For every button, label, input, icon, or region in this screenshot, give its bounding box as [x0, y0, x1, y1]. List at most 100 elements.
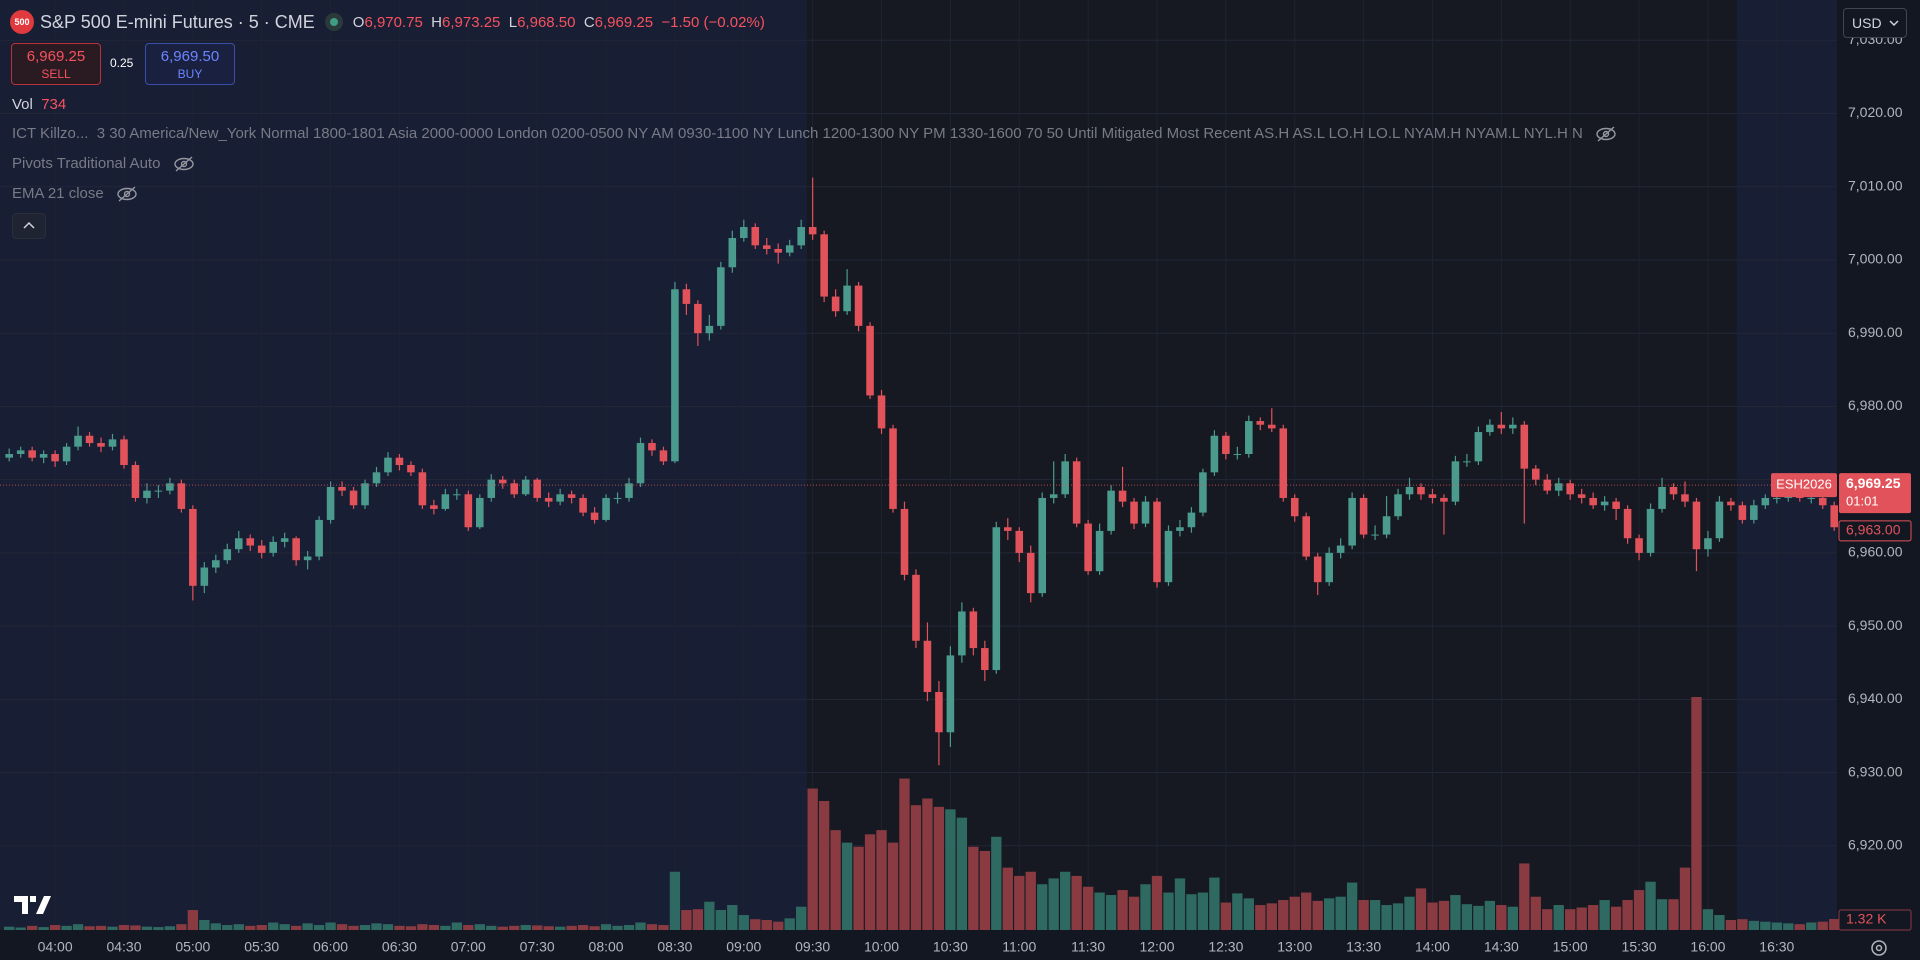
candle-body	[1405, 486, 1414, 495]
volume-bar	[141, 926, 153, 930]
candle-body	[1428, 494, 1437, 498]
symbol-title[interactable]: S&P 500 E-mini Futures · 5 · CME	[40, 11, 315, 32]
candle-body	[1417, 486, 1425, 495]
candle-body	[246, 538, 255, 546]
hidden-icon[interactable]	[173, 156, 195, 172]
sell-button[interactable]: 6,969.25 SELL	[11, 43, 101, 85]
candle-body	[1245, 421, 1253, 455]
time-axis-background	[0, 930, 1837, 960]
candle-body	[464, 494, 473, 528]
volume-bar	[830, 830, 841, 930]
volume-bar	[1496, 905, 1507, 930]
volume-bar	[1599, 900, 1610, 930]
volume-bar	[382, 924, 394, 930]
candle-body	[177, 483, 186, 509]
pivots-indicator[interactable]: Pivots Traditional Auto	[12, 155, 195, 172]
candle-body	[521, 479, 530, 495]
volume-bar	[1725, 920, 1737, 930]
open-value: 6,970.75	[364, 13, 423, 31]
candle-body	[1290, 497, 1299, 517]
volume-bar	[95, 925, 107, 930]
collapse-button[interactable]	[12, 213, 46, 239]
volume-bar	[910, 805, 922, 930]
volume-legend-value: 734	[41, 96, 67, 113]
candle-body	[1348, 497, 1356, 546]
candle-body	[372, 472, 381, 484]
candle-body	[131, 465, 140, 498]
candle-body	[1302, 516, 1311, 557]
market-status[interactable]	[324, 13, 343, 31]
candle-body	[785, 245, 794, 253]
volume-bar	[1507, 906, 1518, 930]
candle-body	[774, 248, 783, 253]
candle-body	[315, 519, 323, 557]
candle-body	[476, 497, 484, 528]
level-tag	[1838, 520, 1912, 542]
candle-body	[877, 395, 886, 429]
volume-bar	[497, 926, 508, 930]
volume-bar	[1151, 875, 1163, 930]
close-label: C	[583, 13, 595, 31]
candle-body	[62, 446, 71, 462]
volume-bar	[727, 905, 738, 930]
hidden-icon[interactable]	[116, 186, 138, 202]
candle-body	[659, 450, 668, 462]
candle-body	[1692, 501, 1701, 550]
candle-body	[1520, 424, 1529, 469]
candle-body	[854, 285, 863, 326]
ema-indicator[interactable]: EMA 21 close	[12, 185, 138, 202]
candle-body	[1394, 494, 1402, 517]
candle-body	[1359, 497, 1368, 535]
candle-body	[728, 237, 737, 268]
candle-body	[269, 541, 277, 553]
candle-body	[544, 497, 553, 502]
x-tick-label: 13:30	[1346, 939, 1381, 955]
buy-button[interactable]: 6,969.50 BUY	[145, 43, 235, 85]
volume-bar	[394, 925, 405, 930]
volume-bar	[1071, 875, 1082, 930]
price-tag-label: 6,969.25	[1846, 475, 1901, 491]
candle-body	[590, 512, 599, 520]
volume-bar	[1645, 881, 1656, 930]
y-tick-label: 7,020.00	[1848, 104, 1903, 120]
tradingview-logo[interactable]	[14, 894, 56, 921]
high-value: 6,973.25	[442, 13, 501, 31]
candle-body	[1141, 501, 1150, 524]
currency-label: USD	[1852, 15, 1882, 31]
hidden-icon[interactable]	[1595, 126, 1617, 142]
x-tick-label: 14:00	[1415, 939, 1450, 955]
x-tick-label: 08:00	[589, 939, 624, 955]
volume-bar	[1450, 895, 1461, 930]
y-tick-label: 6,950.00	[1848, 617, 1903, 633]
ict-indicator[interactable]: ICT Killzo... 3 30 America/New_York Norm…	[12, 125, 1617, 142]
volume-bar	[715, 910, 727, 930]
candle-body	[1750, 505, 1758, 520]
volume-bar	[1266, 903, 1277, 930]
x-tick-label: 05:30	[244, 939, 279, 955]
candle-body	[361, 483, 369, 506]
y-tick-label: 6,930.00	[1848, 763, 1903, 779]
volume-bar	[1415, 888, 1427, 930]
candle-body	[992, 527, 1001, 671]
buy-label: BUY	[177, 67, 203, 81]
candle-body	[912, 574, 920, 641]
volume-bar	[336, 924, 348, 930]
volume-bar	[84, 926, 95, 930]
candle-body	[1164, 530, 1173, 583]
candle-body	[1531, 468, 1540, 480]
settings-button[interactable]	[1869, 938, 1889, 960]
currency-selector[interactable]: USD	[1843, 8, 1907, 38]
candle-body	[694, 303, 702, 334]
volume-bar	[268, 922, 279, 930]
volume-bar	[1668, 899, 1679, 930]
candle-body	[1256, 421, 1265, 425]
volume-bar	[1737, 919, 1748, 930]
volume-bar	[773, 921, 784, 930]
candle-body	[533, 479, 541, 498]
candle-body	[831, 296, 840, 312]
candle-body	[1061, 461, 1069, 495]
candle-body	[1026, 552, 1035, 594]
candle-body	[487, 479, 496, 498]
volume-bar	[646, 924, 658, 930]
candle-body	[154, 490, 163, 492]
